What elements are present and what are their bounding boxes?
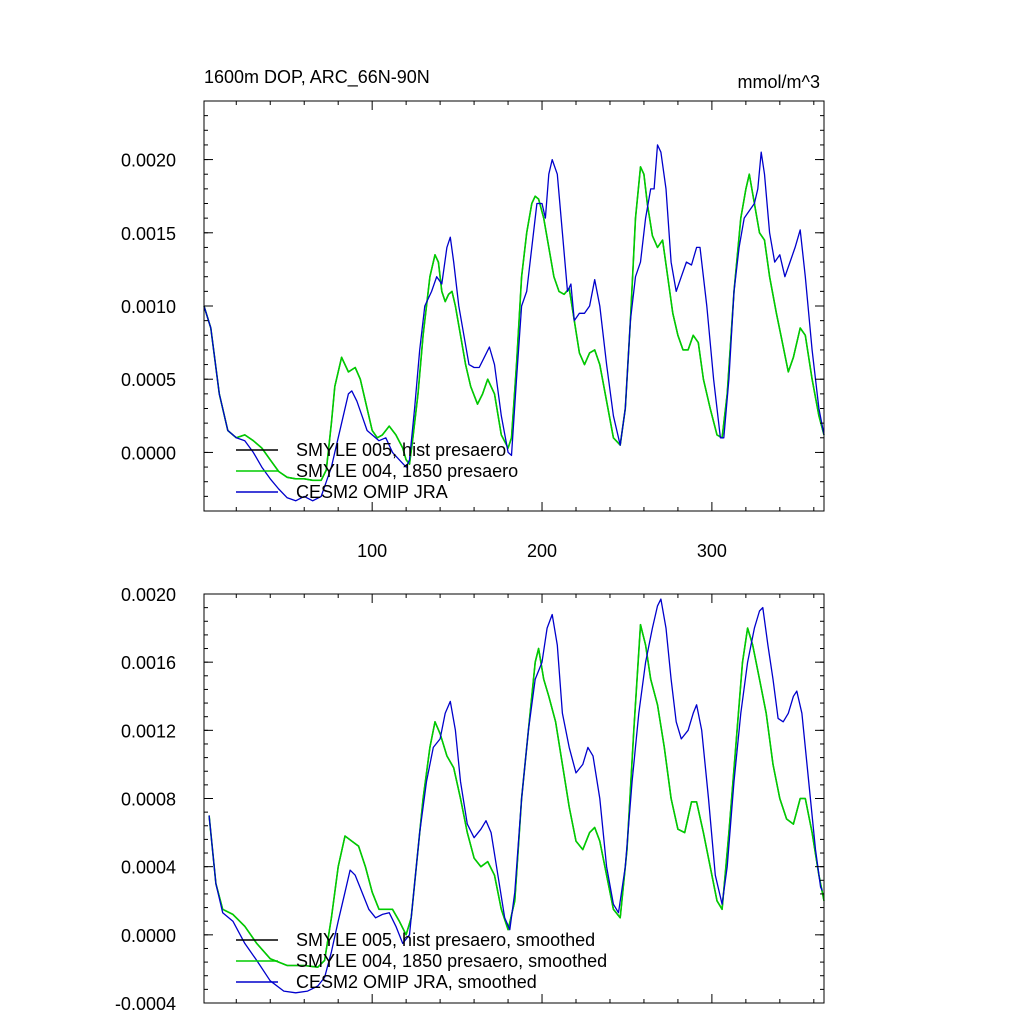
top-panel-frame [203,100,825,512]
bottom-panel-frame [203,593,825,1004]
y-tick-label: 0.0012 [121,721,176,741]
legend-label: SMYLE 005, hist presaero [296,440,506,460]
bottom-panel-lines [208,598,825,994]
series-line-2 [208,598,823,994]
y-tick-label: 0.0015 [121,224,176,244]
legend-label: SMYLE 005, hist presaero, smoothed [296,930,595,950]
x-tick-label: 300 [697,541,727,561]
top-x-tick-labels: 100 200 300 [357,541,727,561]
y-tick-label: 0.0000 [121,443,176,463]
top-y-tick-labels: 0.0000 0.0005 0.0010 0.0015 0.0020 [121,151,176,464]
legend-label: CESM2 OMIP JRA, smoothed [296,972,537,992]
y-tick-label: 0.0000 [121,926,176,946]
x-tick-label: 200 [527,541,557,561]
bottom-legend: SMYLE 005, hist presaero, smoothedSMYLE … [236,930,607,992]
y-tick-label: 0.0008 [121,790,176,810]
top-panel: 0.0000 0.0005 0.0010 0.0015 0.0020 100 200 300… [121,67,825,561]
y-tick-label: 0.0010 [121,297,176,317]
legend-label: CESM2 OMIP JRA [296,482,448,502]
y-tick-label: 0.0020 [121,151,176,171]
y-tick-label: 0.0004 [121,858,176,878]
x-tick-label: 100 [357,541,387,561]
y-tick-label: 0.0005 [121,370,176,390]
y-tick-label: 0.0020 [121,585,176,605]
series-line-1 [208,623,825,968]
series-line-2 [203,144,825,502]
y-tick-label: -0.0004 [115,994,176,1014]
legend-label: SMYLE 004, 1850 presaero [296,461,518,481]
series-line-1 [203,166,825,482]
top-panel-ticks [204,100,824,512]
top-panel-lines [203,144,825,502]
bottom-y-tick-labels: -0.0004 0.0000 0.0004 0.0008 0.0012 0.0016 0.0… [115,585,176,1014]
chart-title: 1600m DOP, ARC_66N-90N [204,67,430,88]
bottom-panel: -0.0004 0.0000 0.0004 0.0008 0.0012 0.0016 0.0… [115,585,825,1014]
legend-label: SMYLE 004, 1850 presaero, smoothed [296,951,607,971]
y-tick-label: 0.0016 [121,653,176,673]
units-label: mmol/m^3 [738,72,820,92]
